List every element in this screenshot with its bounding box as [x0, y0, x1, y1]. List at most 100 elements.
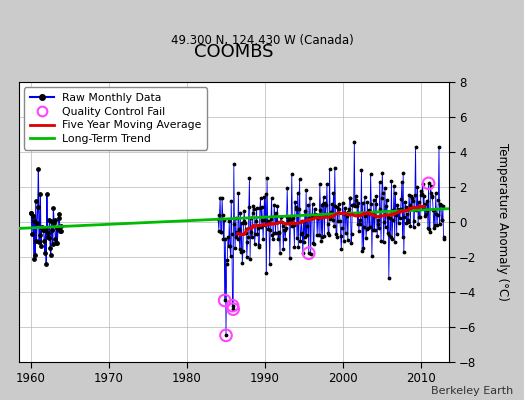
Point: [409, 224, 418, 230]
Point: [361, 213, 369, 220]
Point: [406, 223, 414, 229]
Title: COOMBS: COOMBS: [194, 43, 274, 61]
Point: [312, 212, 321, 218]
Point: [310, 206, 319, 212]
Point: [293, 235, 301, 242]
Point: [392, 212, 400, 218]
Point: [427, 190, 435, 196]
Point: [400, 249, 408, 255]
Point: [330, 222, 339, 229]
Point: [300, 238, 308, 245]
Point: [334, 218, 342, 224]
Point: [278, 223, 287, 229]
Point: [216, 194, 224, 201]
Point: [395, 207, 403, 213]
Point: [365, 210, 374, 216]
Point: [346, 195, 355, 202]
Point: [341, 210, 349, 216]
Point: [258, 204, 266, 210]
Point: [317, 238, 325, 244]
Point: [342, 230, 350, 236]
Point: [339, 200, 347, 206]
Point: [413, 205, 421, 211]
Point: [49, 205, 58, 211]
Legend: Raw Monthly Data, Quality Control Fail, Five Year Moving Average, Long-Term Tren: Raw Monthly Data, Quality Control Fail, …: [24, 88, 207, 150]
Point: [291, 199, 299, 205]
Point: [350, 202, 358, 209]
Point: [422, 211, 430, 217]
Point: [217, 229, 226, 236]
Point: [309, 201, 317, 208]
Point: [252, 218, 260, 224]
Text: 49.300 N, 124.430 W (Canada): 49.300 N, 124.430 W (Canada): [171, 34, 353, 47]
Point: [39, 227, 48, 234]
Point: [278, 218, 286, 225]
Point: [372, 193, 380, 200]
Point: [221, 236, 230, 242]
Point: [387, 233, 395, 240]
Point: [382, 202, 390, 209]
Point: [399, 170, 407, 176]
Point: [51, 236, 60, 242]
Point: [279, 246, 288, 252]
Point: [288, 171, 296, 178]
Point: [33, 220, 41, 226]
Point: [286, 255, 294, 261]
Point: [55, 211, 63, 218]
Point: [244, 234, 253, 240]
Point: [47, 218, 56, 225]
Point: [222, 332, 230, 338]
Point: [424, 225, 432, 231]
Point: [368, 253, 376, 259]
Y-axis label: Temperature Anomaly (°C): Temperature Anomaly (°C): [496, 143, 509, 301]
Point: [358, 248, 366, 254]
Point: [355, 217, 364, 223]
Point: [439, 203, 447, 210]
Point: [307, 215, 315, 222]
Point: [285, 214, 293, 221]
Point: [218, 195, 226, 202]
Point: [28, 231, 36, 237]
Point: [326, 208, 335, 215]
Point: [350, 139, 358, 145]
Point: [439, 235, 447, 242]
Point: [275, 229, 283, 235]
Point: [331, 203, 340, 210]
Point: [42, 191, 51, 197]
Point: [237, 220, 246, 226]
Point: [34, 166, 42, 172]
Point: [424, 180, 433, 186]
Point: [401, 199, 409, 206]
Point: [223, 261, 231, 267]
Point: [245, 204, 253, 210]
Point: [336, 217, 344, 224]
Point: [216, 228, 225, 235]
Point: [340, 238, 348, 244]
Point: [282, 225, 290, 231]
Point: [215, 227, 223, 234]
Point: [54, 214, 63, 221]
Point: [247, 215, 255, 222]
Point: [30, 218, 39, 224]
Point: [247, 228, 256, 235]
Point: [358, 200, 367, 206]
Point: [283, 185, 291, 192]
Point: [307, 250, 315, 257]
Point: [268, 232, 277, 239]
Point: [398, 179, 406, 186]
Point: [267, 216, 275, 223]
Point: [228, 302, 237, 309]
Point: [274, 236, 282, 242]
Point: [325, 231, 333, 238]
Point: [333, 204, 342, 210]
Point: [36, 191, 45, 197]
Point: [345, 195, 354, 202]
Point: [239, 248, 247, 254]
Point: [219, 212, 227, 218]
Point: [254, 225, 262, 231]
Point: [319, 200, 328, 207]
Point: [365, 206, 373, 213]
Point: [390, 239, 399, 245]
Point: [221, 297, 229, 304]
Point: [222, 332, 230, 338]
